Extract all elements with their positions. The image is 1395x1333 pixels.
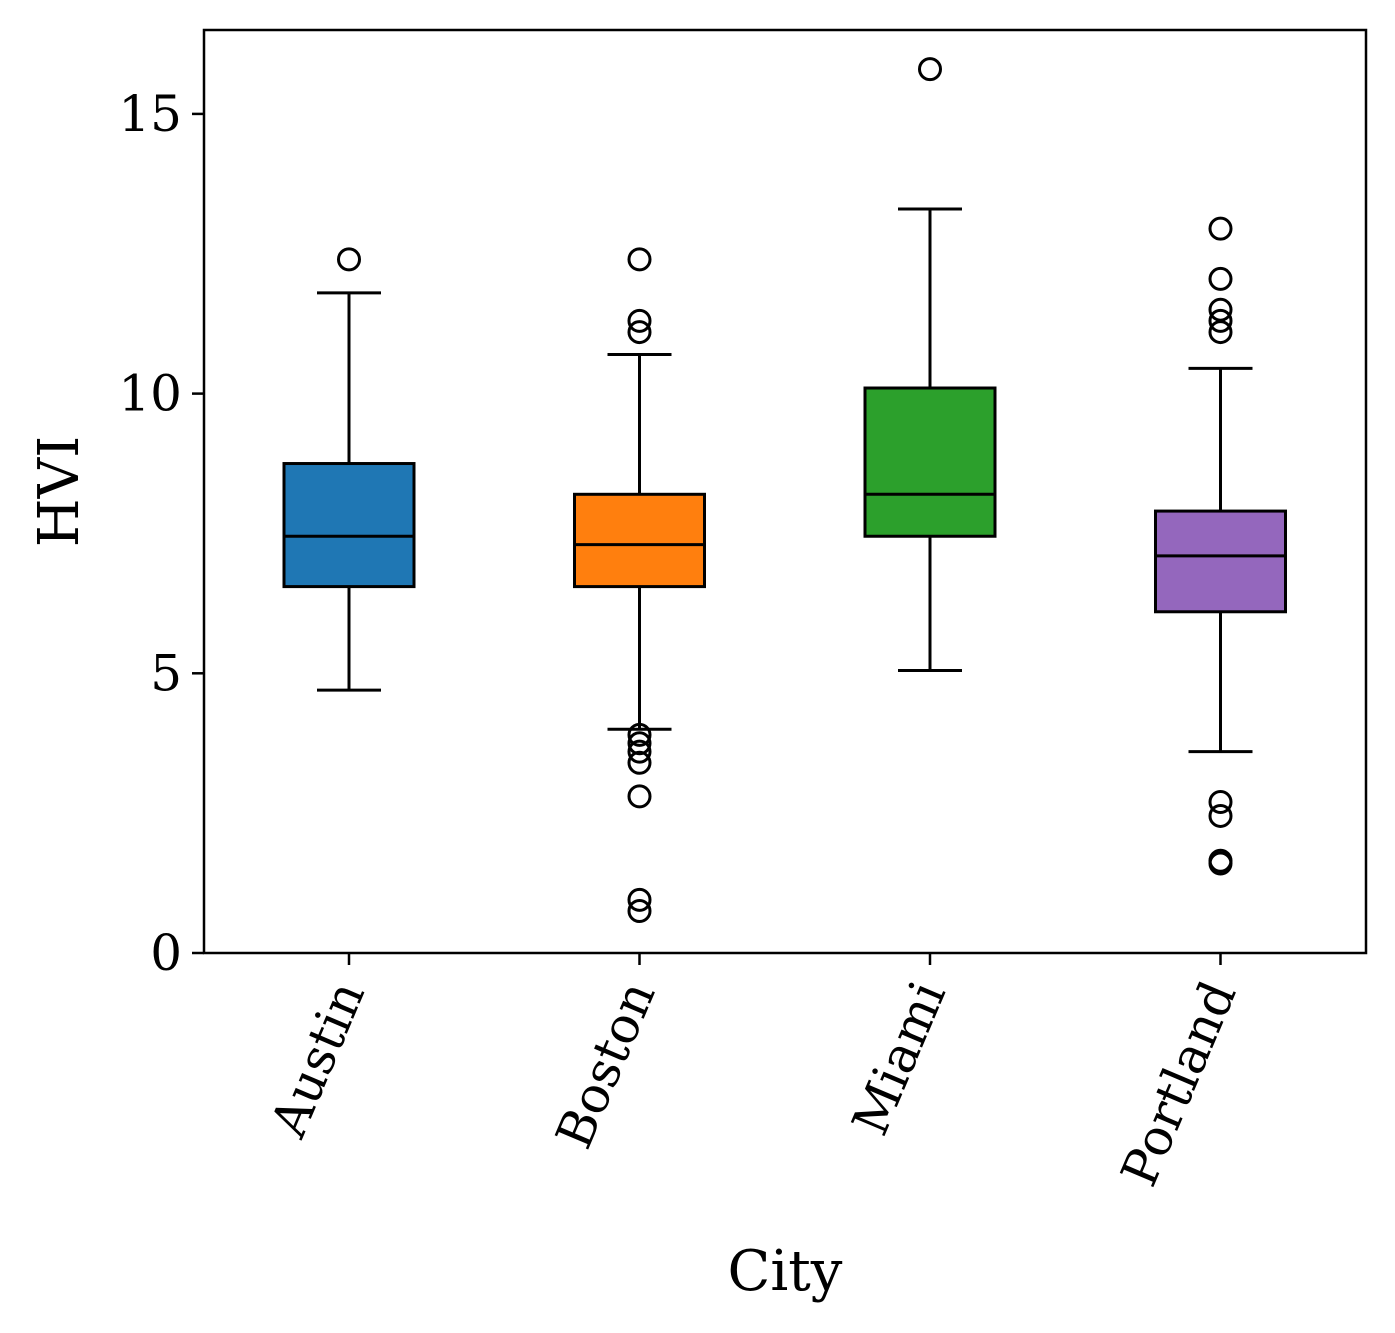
iqr-box bbox=[863, 386, 997, 538]
y-tick-label: 15 bbox=[118, 85, 182, 143]
outlier-point bbox=[627, 247, 652, 272]
outlier-point bbox=[918, 57, 942, 82]
plot-area bbox=[282, 57, 1287, 924]
outlier-point bbox=[1208, 851, 1233, 876]
box-group-boston bbox=[573, 247, 706, 924]
outlier-point bbox=[1208, 320, 1233, 345]
y-tick-label: 10 bbox=[118, 365, 182, 423]
box-group-austin bbox=[282, 247, 416, 692]
outlier-point bbox=[627, 320, 652, 345]
outlier-point bbox=[1208, 803, 1233, 828]
outlier-point bbox=[627, 739, 652, 764]
iqr-box bbox=[573, 492, 706, 589]
outlier-point bbox=[1208, 789, 1233, 814]
outlier-point bbox=[1208, 216, 1233, 241]
outlier-point bbox=[627, 899, 652, 924]
iqr-box bbox=[1154, 509, 1287, 614]
outlier-point bbox=[627, 308, 652, 333]
outlier-point bbox=[337, 247, 361, 272]
outlier-point bbox=[627, 722, 652, 747]
outlier-point bbox=[627, 750, 652, 775]
iqr-box bbox=[282, 462, 416, 589]
x-axis-label: City bbox=[728, 1239, 843, 1304]
outlier-point bbox=[1208, 308, 1233, 333]
outlier-point bbox=[627, 784, 652, 809]
y-tick-label: 5 bbox=[150, 644, 182, 702]
outlier-point bbox=[1208, 266, 1233, 291]
axes-frame bbox=[202, 28, 1368, 955]
outlier-point bbox=[627, 887, 652, 912]
y-axis-label: HVI bbox=[27, 436, 92, 547]
box-group-miami bbox=[863, 57, 997, 673]
y-axis: 0 5 10 15 bbox=[118, 85, 204, 982]
box-group-portland bbox=[1154, 216, 1287, 876]
y-tick-label: 0 bbox=[150, 924, 182, 982]
